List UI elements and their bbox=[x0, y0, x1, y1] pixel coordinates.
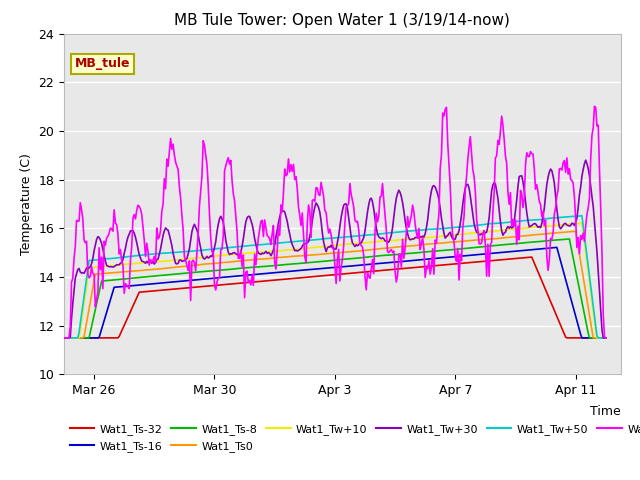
Wat1_Ts0 bbox=[380, 245, 388, 251]
Wat1_Tw+10 bbox=[60, 335, 68, 341]
Wat1_Ts-32 bbox=[60, 335, 68, 341]
Wat1_Ts-32 bbox=[495, 257, 503, 263]
Wat1_Tw+50 bbox=[109, 255, 116, 261]
Wat1_Tw+50 bbox=[188, 248, 196, 254]
Wat1_Tw+50 bbox=[602, 335, 609, 341]
Wat1_Ts-8 bbox=[109, 277, 116, 283]
Wat1_Ts-8 bbox=[566, 236, 573, 242]
Wat1_Tw+50 bbox=[60, 335, 68, 341]
Wat1_Ts-8 bbox=[86, 329, 94, 335]
Wat1_Ts-32 bbox=[602, 335, 609, 341]
Wat1_Tw+30 bbox=[60, 335, 68, 341]
Wat1_Tw+50 bbox=[380, 231, 388, 237]
Wat1_Ts0 bbox=[60, 335, 68, 341]
Wat1_Ts0 bbox=[602, 335, 609, 341]
Wat1_Ts-16 bbox=[495, 250, 503, 255]
Wat1_Tw+30 bbox=[86, 264, 94, 270]
Line: Wat1_Tw+50: Wat1_Tw+50 bbox=[64, 216, 605, 338]
Wat1_Ts-32 bbox=[86, 335, 94, 341]
Wat1_Tw+10 bbox=[375, 239, 383, 244]
Wat1_Ts-32 bbox=[109, 335, 116, 341]
Wat1_Ts0 bbox=[188, 263, 196, 268]
Wat1_Ts-16 bbox=[188, 277, 196, 283]
Wat1_Tw+10 bbox=[495, 228, 503, 234]
Wat1_Ts0 bbox=[109, 270, 116, 276]
Wat1_Ts-32 bbox=[380, 267, 388, 273]
Wat1_Ts-32 bbox=[188, 285, 196, 290]
Line: Wat1_Ts-32: Wat1_Ts-32 bbox=[64, 257, 605, 338]
Wat1_Tw100 bbox=[109, 228, 116, 234]
Text: MB_tule: MB_tule bbox=[75, 58, 131, 71]
Wat1_Ts-8 bbox=[602, 335, 609, 341]
Wat1_Ts-16 bbox=[86, 335, 94, 341]
Wat1_Ts-8 bbox=[380, 252, 388, 258]
Wat1_Ts-8 bbox=[495, 242, 503, 248]
Line: Wat1_Ts-16: Wat1_Ts-16 bbox=[64, 247, 605, 338]
Wat1_Tw+50 bbox=[578, 213, 586, 218]
Wat1_Tw+30 bbox=[188, 229, 196, 235]
Line: Wat1_Ts0: Wat1_Ts0 bbox=[64, 231, 605, 338]
Wat1_Ts0 bbox=[375, 246, 383, 252]
Line: Wat1_Ts-8: Wat1_Ts-8 bbox=[64, 239, 605, 338]
Wat1_Tw+10 bbox=[109, 263, 116, 269]
Text: Time: Time bbox=[590, 405, 621, 418]
Y-axis label: Temperature (C): Temperature (C) bbox=[20, 153, 33, 255]
Wat1_Ts-8 bbox=[375, 253, 383, 259]
Wat1_Tw100 bbox=[380, 198, 388, 204]
Wat1_Tw+10 bbox=[578, 220, 586, 226]
Wat1_Ts-16 bbox=[553, 244, 561, 250]
Title: MB Tule Tower: Open Water 1 (3/19/14-now): MB Tule Tower: Open Water 1 (3/19/14-now… bbox=[175, 13, 510, 28]
Wat1_Ts-16 bbox=[60, 335, 68, 341]
Wat1_Tw+30 bbox=[495, 207, 503, 213]
Wat1_Ts-32 bbox=[528, 254, 536, 260]
Wat1_Tw+10 bbox=[602, 335, 609, 341]
Wat1_Tw+50 bbox=[495, 220, 503, 226]
Wat1_Tw+10 bbox=[188, 255, 196, 261]
Wat1_Ts-8 bbox=[188, 270, 196, 276]
Wat1_Tw+30 bbox=[109, 264, 116, 270]
Wat1_Ts0 bbox=[86, 299, 94, 305]
Wat1_Ts-16 bbox=[109, 288, 116, 294]
Wat1_Ts-32 bbox=[375, 268, 383, 274]
Line: Wat1_Tw100: Wat1_Tw100 bbox=[64, 106, 605, 338]
Wat1_Tw100 bbox=[591, 103, 598, 109]
Line: Wat1_Tw+30: Wat1_Tw+30 bbox=[64, 160, 605, 338]
Wat1_Tw100 bbox=[602, 335, 609, 341]
Wat1_Tw100 bbox=[375, 213, 383, 219]
Wat1_Ts-16 bbox=[375, 261, 383, 266]
Wat1_Ts0 bbox=[572, 228, 579, 234]
Wat1_Ts-16 bbox=[380, 260, 388, 266]
Wat1_Tw+50 bbox=[86, 258, 94, 264]
Legend: Wat1_Ts-32, Wat1_Ts-16, Wat1_Ts-8, Wat1_Ts0, Wat1_Tw+10, Wat1_Tw+30, Wat1_Tw+50,: Wat1_Ts-32, Wat1_Ts-16, Wat1_Ts-8, Wat1_… bbox=[70, 424, 640, 452]
Wat1_Tw+50 bbox=[375, 231, 383, 237]
Wat1_Tw100 bbox=[60, 335, 68, 341]
Wat1_Ts0 bbox=[495, 236, 503, 241]
Wat1_Tw100 bbox=[495, 142, 503, 147]
Wat1_Tw100 bbox=[86, 274, 94, 280]
Wat1_Ts-16 bbox=[602, 335, 609, 341]
Wat1_Ts-8 bbox=[60, 335, 68, 341]
Wat1_Tw+30 bbox=[582, 157, 589, 163]
Wat1_Tw+30 bbox=[380, 236, 388, 241]
Wat1_Tw+10 bbox=[380, 238, 388, 244]
Wat1_Tw+30 bbox=[375, 234, 383, 240]
Wat1_Tw100 bbox=[188, 259, 196, 264]
Wat1_Tw+10 bbox=[86, 265, 94, 271]
Line: Wat1_Tw+10: Wat1_Tw+10 bbox=[64, 223, 605, 338]
Wat1_Tw+30 bbox=[602, 335, 609, 341]
